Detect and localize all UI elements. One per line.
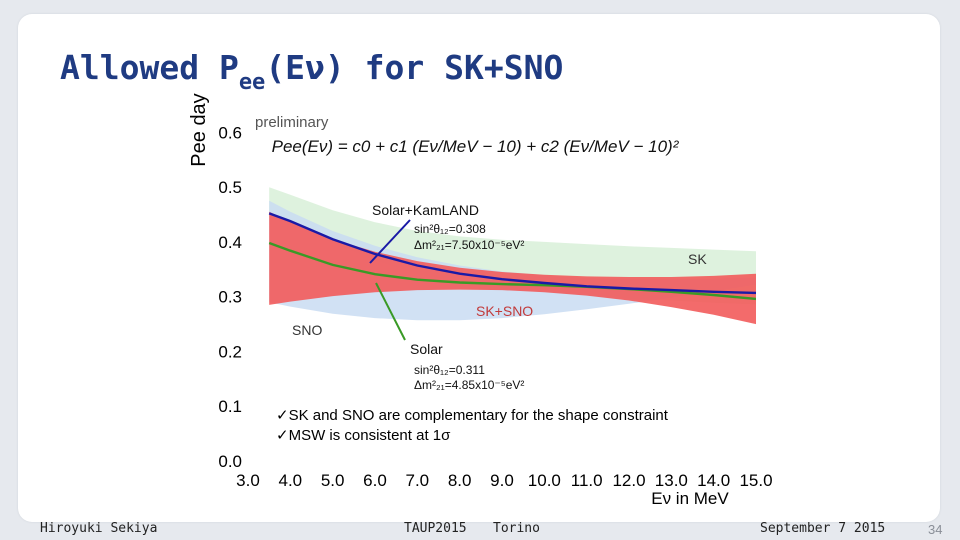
x-tick-label: 12.0 [612, 471, 645, 490]
line-solar-kamland [268, 212, 756, 295]
footer-author: Hiroyuki Sekiya [40, 521, 158, 536]
line-solar [268, 241, 756, 301]
y-tick-label: 0.4 [218, 233, 242, 252]
y-tick-label: 0.3 [218, 288, 242, 307]
solar-label: Solar [410, 341, 443, 357]
band-sk [269, 187, 756, 305]
solar-kamland-param1: sin²θ₁₂=0.308 [414, 222, 486, 236]
band-sk-sno [269, 211, 756, 325]
x-tick-label: 9.0 [490, 471, 514, 490]
x-tick-label: 13.0 [655, 471, 688, 490]
solar-kamland-param2: Δm²₂₁=7.50x10⁻⁵eV² [414, 238, 524, 252]
sno-label: SNO [292, 322, 322, 338]
x-tick-label: 10.0 [528, 471, 561, 490]
solar-kamland-label: Solar+KamLAND [372, 202, 479, 218]
y-axis-label: Pee day [188, 93, 210, 166]
slide-title: Allowed Pee(Eν) for SK+SNO [60, 48, 564, 95]
x-tick-label: 11.0 [571, 471, 603, 490]
solar-param2: Δm²₂₁=4.85x10⁻⁵eV² [414, 378, 524, 392]
sk-label: SK [688, 251, 707, 267]
x-tick-label: 8.0 [448, 471, 472, 490]
x-tick-label: 4.0 [279, 471, 303, 490]
footer-conference: TAUP2015 [404, 521, 467, 536]
fit-formula: Pee(Eν) = c0 + c1 (Eν/MeV − 10) + c2 (Eν… [272, 137, 680, 156]
x-axis-label: Eν in MeV [651, 489, 729, 508]
y-tick-label: 0.5 [218, 178, 242, 197]
conclusion-check-2: ✓MSW is consistent at 1σ [276, 427, 451, 444]
x-tick-label: 14.0 [697, 471, 730, 490]
x-tick-label: 3.0 [236, 471, 260, 490]
x-tick-label: 15.0 [739, 471, 772, 490]
x-tick-label: 6.0 [363, 471, 387, 490]
conclusion-check-1: ✓SK and SNO are complementary for the sh… [276, 407, 669, 424]
page-number: 34 [928, 522, 943, 537]
y-tick-label: 0.6 [218, 123, 242, 142]
solar-kamland-arrow [369, 219, 411, 264]
y-tick-label: 0.2 [218, 342, 242, 361]
y-tick-label: 0.1 [218, 397, 242, 416]
footer-date: September 7 2015 [760, 521, 886, 536]
solar-param1: sin²θ₁₂=0.311 [414, 363, 485, 377]
x-tick-label: 5.0 [321, 471, 345, 490]
preliminary-label: preliminary [255, 114, 329, 131]
y-tick-label: 0.0 [218, 452, 242, 471]
sk-sno-label: SK+SNO [476, 303, 533, 319]
x-tick-label: 7.0 [406, 471, 430, 490]
footer-city: Torino [493, 521, 540, 536]
solar-arrow [375, 282, 406, 341]
title-subscript: ee [238, 70, 266, 95]
